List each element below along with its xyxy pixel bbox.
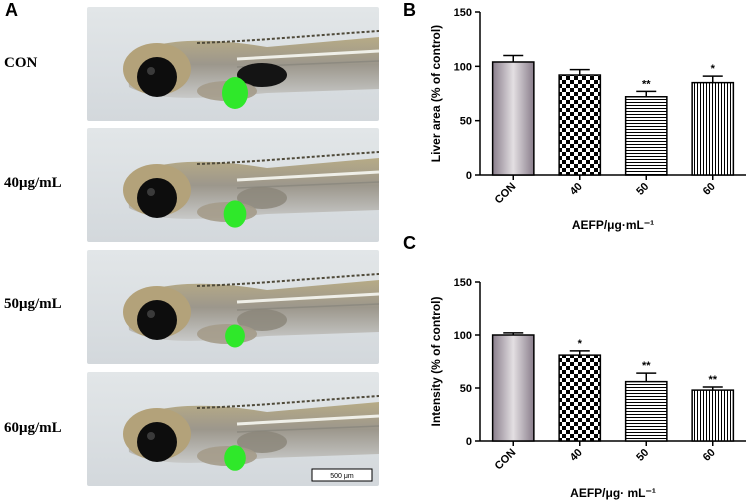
- y-axis-label: Liver area (% of control): [429, 25, 443, 162]
- x-tick-label: 50: [634, 181, 651, 198]
- zebrafish-larva-illustration: [87, 128, 379, 242]
- zebrafish-larva-illustration: 500 μm: [87, 372, 379, 486]
- x-tick-label: 40: [568, 447, 585, 464]
- chart-liver-area: 0 50 100 150 CON 40 ** 50 * 60 Liver area (% of co…: [429, 7, 746, 232]
- chart-intensity: 0 50 100 150 CON * 40 ** 50 ** 60 Intensity (% of c…: [429, 277, 746, 500]
- y-axis-label: Intensity (% of control): [429, 297, 443, 427]
- y-tick-label: 150: [454, 7, 472, 19]
- y-tick-label: 150: [454, 277, 472, 289]
- bar: [624, 380, 668, 442]
- significance-label: **: [708, 374, 717, 386]
- x-tick-label: 60: [701, 447, 718, 464]
- panel-b-letter: B: [403, 0, 416, 20]
- x-tick-label: 40: [568, 181, 585, 198]
- zebrafish-image: 500 μm: [87, 372, 379, 486]
- zebrafish-image: [87, 128, 379, 242]
- bar: [624, 96, 668, 176]
- x-tick-label: 60: [701, 181, 718, 198]
- x-axis-label: AEFP/μg· mL⁻¹: [570, 486, 656, 500]
- panel-a-letter: A: [5, 0, 18, 20]
- y-tick-label: 100: [454, 61, 472, 73]
- x-tick-label: 50: [634, 447, 651, 464]
- zebrafish-larva-illustration: [87, 7, 379, 121]
- panel-c-letter: C: [403, 233, 416, 253]
- x-tick-label: CON: [493, 181, 519, 207]
- significance-label: **: [642, 360, 651, 372]
- bar: [558, 74, 602, 176]
- x-tick-label: CON: [493, 447, 519, 473]
- scale-bar-label: 500 μm: [330, 473, 354, 480]
- y-tick-label: 100: [454, 330, 472, 342]
- y-tick-label: 0: [466, 170, 472, 182]
- group-label: 40μg/mL: [4, 175, 62, 191]
- y-tick-label: 50: [460, 116, 472, 128]
- significance-label: **: [642, 78, 651, 90]
- y-tick-label: 50: [460, 383, 472, 395]
- zebrafish-image: [87, 250, 379, 364]
- significance-label: *: [578, 338, 583, 350]
- significance-label: *: [711, 63, 716, 75]
- bar: [491, 61, 535, 176]
- bar: [691, 389, 735, 442]
- bar: [558, 354, 602, 442]
- y-tick-label: 0: [466, 436, 472, 448]
- group-label: CON: [4, 55, 38, 71]
- bar: [691, 81, 735, 176]
- zebrafish-image: [87, 7, 379, 121]
- x-axis-label: AEFP/μg·mL⁻¹: [572, 218, 654, 232]
- bar: [491, 334, 535, 442]
- group-label: 60μg/mL: [4, 420, 62, 436]
- group-label: 50μg/mL: [4, 296, 62, 312]
- zebrafish-larva-illustration: [87, 250, 379, 364]
